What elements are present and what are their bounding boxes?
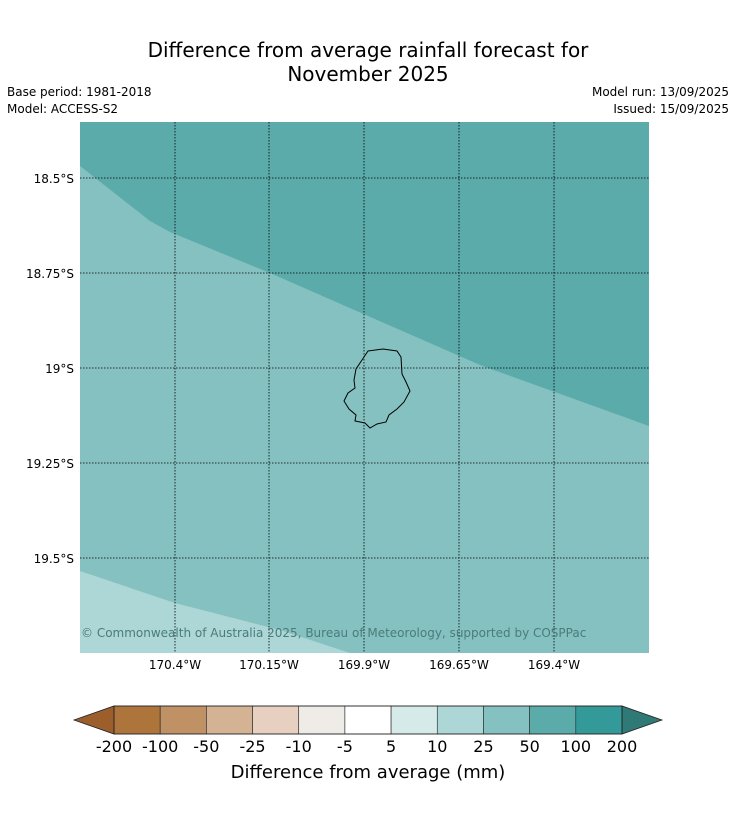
base-period: Base period: 1981-2018 [7,85,152,99]
island-outline [343,348,411,429]
gridlines [80,122,649,653]
lat-tick-labels: 18.5°S 18.75°S 19°S 19.25°S 19.5°S [26,172,74,566]
colorbar-bin [159,705,207,735]
lat-label: 19°S [45,362,74,376]
title-line-1: Difference from average rainfall forecas… [147,38,589,62]
colorbar-bin [206,705,253,735]
model-name: Model: ACCESS-S2 [7,102,119,116]
colorbar-tick-label: -200 [96,737,132,756]
colorbar-extend-low [72,705,115,735]
colorbar-tick-label: 200 [607,737,638,756]
colorbar-bin [436,705,484,735]
lat-label: 19.5°S [34,552,74,566]
colorbar: -200 -100 -50 -25 -10 -5 5 10 25 50 100 200 Differe… [72,705,664,783]
zone-50-100 [80,122,649,426]
colorbar-tick-label: -100 [142,737,178,756]
colorbar-tick-label: -50 [193,737,219,756]
colorbar-tick-label: 10 [427,737,447,756]
colorbar-bin [252,705,300,735]
meta-left: Base period: 1981-2018 Model: ACCESS-S2 [7,84,152,118]
issued-date: Issued: 15/09/2025 [613,102,729,116]
colorbar-bin [390,705,438,735]
model-run: Model run: 13/09/2025 [591,85,729,99]
colorbar-tick-label: -5 [337,737,353,756]
lat-label: 18.75°S [26,267,74,281]
map-area: © Commonwealth of Australia 2025, Bureau… [80,122,649,653]
colorbar-tick-label: -25 [239,737,265,756]
colorbar-tick-label: 50 [519,737,539,756]
colorbar-tick-label: 100 [561,737,592,756]
lon-label: 169.65°W [429,658,489,672]
lat-label: 18.5°S [34,172,74,186]
colorbar-tick-label: 5 [386,737,396,756]
colorbar-frame [113,705,623,735]
lon-label: 170.15°W [239,658,299,672]
lon-tick-labels: 170.4°W 170.15°W 169.9°W 169.65°W 169.4°… [149,658,580,672]
colorbar-bin [344,705,392,735]
map-title: Difference from average rainfall forecas… [0,38,736,86]
lon-label: 169.4°W [528,658,580,672]
lon-label: 170.4°W [149,658,201,672]
lon-label: 169.9°W [338,658,390,672]
meta-right: Model run: 13/09/2025 Issued: 15/09/2025 [592,84,729,118]
copyright-notice: © Commonwealth of Australia 2025, Bureau… [81,626,586,640]
lat-label: 19.25°S [26,457,74,471]
colorbar-bin [529,705,577,735]
colorbar-tick-label: 25 [473,737,493,756]
colorbar-bin [575,705,623,735]
title-line-2: November 2025 [287,62,449,86]
colorbar-bin [113,705,161,735]
zone-10-25 [80,571,350,653]
colorbar-label: Difference from average (mm) [231,762,506,783]
colorbar-extend-high [621,705,664,735]
colorbar-bin [483,705,530,735]
colorbar-tick-label: -10 [286,737,312,756]
colorbar-bin [298,705,346,735]
